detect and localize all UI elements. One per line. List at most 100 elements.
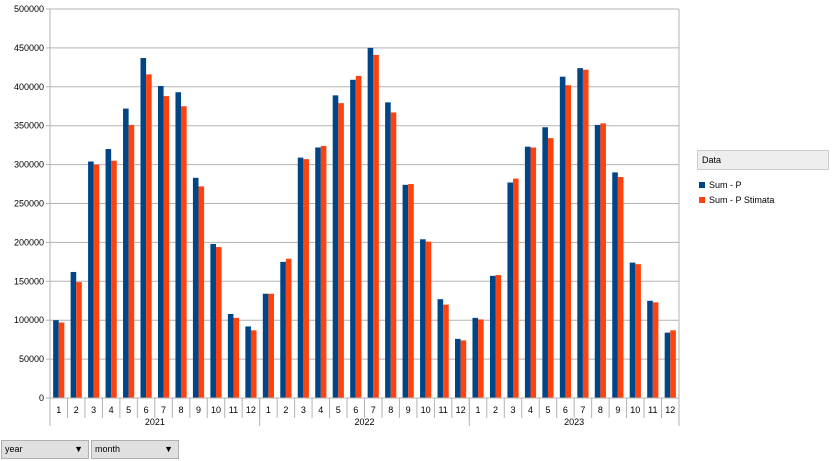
x-tick-label: 5 (336, 405, 341, 415)
x-tick-label: 11 (438, 405, 447, 415)
bar-sum-p-stimata (547, 138, 554, 398)
bar-sum-p (594, 124, 601, 398)
bar-sum-p (577, 68, 583, 399)
bar-sum-p (629, 262, 636, 398)
y-tick-label: 500000 (14, 4, 44, 14)
dropdown-arrow-icon: ▼ (74, 444, 83, 454)
bar-sum-p-stimata (233, 317, 240, 398)
x-tick-label: 11 (229, 405, 238, 415)
bar-sum-p-stimata (268, 293, 274, 398)
month-field-label: month (95, 444, 121, 454)
bar-sum-p-stimata (215, 247, 222, 398)
bar-sum-p (472, 317, 479, 398)
legend-swatch-sum-p-stimata (699, 197, 705, 203)
bar-sum-p (455, 338, 461, 398)
bar-sum-p (210, 243, 216, 398)
x-tick-label: 10 (421, 405, 431, 415)
legend-label: Sum - P (709, 180, 742, 190)
x-tick-label: 9 (196, 405, 201, 415)
x-tick-label: 6 (563, 405, 568, 415)
y-tick-label: 300000 (14, 160, 44, 170)
bar-sum-p-stimata (320, 145, 327, 398)
x-tick-label: 8 (598, 405, 603, 415)
month-field-button[interactable]: month ▼ (91, 440, 179, 459)
legend-label: Sum - P Stimata (709, 195, 775, 205)
x-tick-label: 7 (371, 405, 376, 415)
bar-sum-p-stimata (128, 124, 135, 398)
legend-swatch-sum-p (699, 182, 705, 188)
bar-sum-p-stimata (408, 184, 414, 398)
y-tick-label: 250000 (14, 199, 44, 209)
bar-sum-p-stimata (338, 103, 344, 398)
x-tick-label: 12 (665, 405, 675, 415)
group-label: 2021 (145, 417, 165, 427)
dropdown-arrow-icon: ▼ (164, 444, 173, 454)
bar-sum-p-stimata (652, 302, 659, 398)
bar-sum-p (123, 108, 129, 399)
bar-sum-p (332, 95, 339, 398)
x-tick-label: 2 (493, 405, 498, 415)
bar-sum-p-stimata (198, 186, 205, 398)
bar-sum-p (367, 47, 374, 399)
bar-sum-p-stimata (617, 177, 624, 398)
x-tick-label: 6 (353, 405, 358, 415)
bar-sum-p-stimata (76, 282, 82, 398)
x-tick-label: 7 (161, 405, 166, 415)
y-tick-label: 400000 (14, 82, 44, 92)
bar-sum-p-stimata (635, 264, 641, 398)
bar-sum-p (315, 147, 321, 398)
bar-sum-p-stimata (600, 123, 606, 398)
x-tick-label: 2 (74, 405, 79, 415)
bar-sum-p (524, 146, 531, 398)
bar-sum-p (53, 320, 59, 398)
bar-sum-p (402, 184, 409, 398)
bar-sum-p (385, 102, 391, 399)
x-tick-label: 6 (144, 405, 149, 415)
bar-sum-p (245, 326, 251, 398)
year-field-label: year (5, 444, 23, 454)
bar-sum-p (612, 172, 618, 398)
x-tick-label: 4 (318, 405, 323, 415)
bar-sum-p-stimata (163, 96, 170, 399)
x-tick-label: 9 (615, 405, 620, 415)
bar-sum-p (140, 58, 147, 398)
x-tick-label: 4 (528, 405, 533, 415)
bar-sum-p-stimata (425, 241, 432, 398)
bar-sum-p-stimata (390, 112, 397, 398)
bar-sum-p-stimata (93, 164, 100, 398)
x-tick-label: 8 (179, 405, 184, 415)
bar-sum-p-stimata (582, 69, 589, 399)
group-label: 2023 (564, 417, 584, 427)
x-tick-label: 2 (283, 405, 288, 415)
y-tick-label: 450000 (14, 43, 44, 53)
legend-entry-sum-p: Sum - P (699, 180, 742, 190)
x-tick-label: 10 (630, 405, 640, 415)
x-tick-label: 11 (648, 405, 657, 415)
y-tick-label: 200000 (14, 237, 44, 247)
y-tick-label: 150000 (14, 276, 44, 286)
x-tick-label: 5 (545, 405, 550, 415)
bar-sum-p (664, 332, 671, 398)
bar-sum-p-stimata (495, 275, 502, 398)
bar-sum-p-stimata (250, 330, 257, 398)
bar-sum-p-stimata (58, 322, 65, 398)
x-tick-label: 4 (109, 405, 114, 415)
bar-sum-p (88, 161, 94, 398)
bar-sum-p-stimata (373, 54, 379, 398)
year-field-button[interactable]: year ▼ (1, 440, 89, 459)
bar-sum-p (297, 157, 304, 398)
x-tick-label: 7 (580, 405, 585, 415)
bar-sum-p (192, 177, 199, 398)
y-tick-label: 350000 (14, 121, 44, 131)
bar-sum-p-stimata (303, 159, 309, 398)
x-tick-label: 12 (456, 405, 466, 415)
legend-title: Data (697, 150, 829, 170)
group-label: 2022 (354, 417, 374, 427)
x-tick-label: 12 (246, 405, 256, 415)
bar-sum-p (262, 293, 269, 398)
bar-sum-p-stimata (460, 340, 467, 398)
y-tick-label: 0 (39, 393, 44, 403)
bar-sum-p (437, 299, 444, 398)
bar-sum-p (105, 149, 112, 398)
